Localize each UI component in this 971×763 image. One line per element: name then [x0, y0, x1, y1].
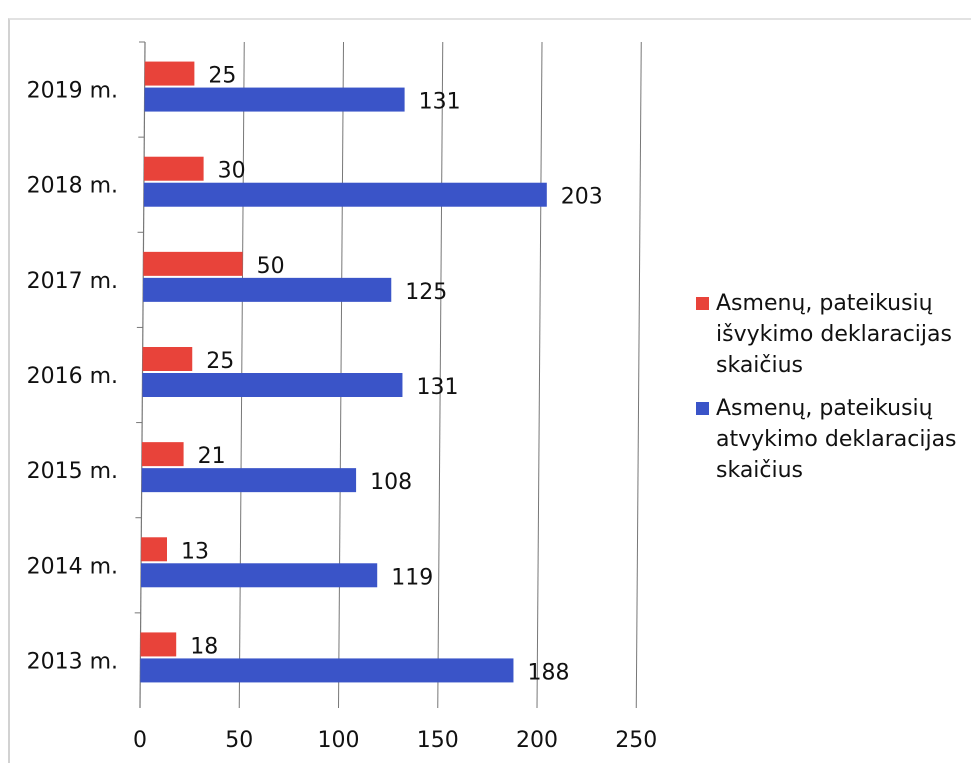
- gridline-x-200: [537, 42, 542, 708]
- category-label: 2017 m.: [27, 269, 118, 294]
- bar-departure: [145, 62, 195, 86]
- bar-arrival: [142, 468, 356, 492]
- x-tick-label-150: 150: [417, 728, 459, 753]
- data-label-arrival: 131: [416, 375, 458, 400]
- data-label-arrival: 131: [419, 90, 461, 115]
- category-label: 2018 m.: [27, 174, 118, 199]
- x-tick-label-250: 250: [615, 728, 657, 753]
- bar-arrival: [140, 658, 513, 682]
- chart-legend: Asmenų, pateikusių išvykimo deklaracijas…: [696, 288, 966, 498]
- bar-departure: [144, 157, 204, 181]
- bar-arrival: [142, 373, 402, 397]
- data-label-departure: 21: [198, 444, 226, 469]
- bar-departure: [140, 632, 176, 656]
- data-label-departure: 25: [208, 64, 236, 89]
- category-label: 2016 m.: [27, 364, 118, 389]
- data-label-departure: 50: [257, 254, 285, 279]
- legend-item-departure: Asmenų, pateikusių išvykimo deklaracijas…: [696, 288, 966, 381]
- gridline-x-250: [636, 42, 641, 708]
- legend-label-arrival: Asmenų, pateikusių atvykimo deklaracijas…: [716, 393, 957, 486]
- category-label: 2013 m.: [27, 649, 118, 674]
- x-tick-label-0: 0: [133, 728, 147, 753]
- category-label: 2015 m.: [27, 459, 118, 484]
- data-label-departure: 18: [190, 634, 218, 659]
- data-label-departure: 25: [206, 349, 234, 374]
- data-label-departure: 30: [218, 159, 246, 184]
- data-label-arrival: 203: [561, 185, 603, 210]
- data-label-arrival: 188: [527, 660, 569, 685]
- legend-item-arrival: Asmenų, pateikusių atvykimo deklaracijas…: [696, 393, 966, 486]
- bar-arrival: [144, 183, 547, 207]
- x-tick-label-50: 50: [225, 728, 253, 753]
- data-label-arrival: 108: [370, 470, 412, 495]
- data-label-arrival: 119: [391, 565, 433, 590]
- x-tick-label-100: 100: [318, 728, 360, 753]
- bar-arrival: [141, 563, 377, 587]
- category-label: 2019 m.: [27, 79, 118, 104]
- legend-swatch-departure: [696, 297, 709, 310]
- x-tick-label-200: 200: [516, 728, 558, 753]
- bar-departure: [141, 537, 167, 561]
- bar-departure: [143, 252, 242, 276]
- legend-swatch-arrival: [696, 402, 709, 415]
- bar-departure: [143, 347, 193, 371]
- bar-departure: [142, 442, 184, 466]
- bar-arrival: [145, 88, 405, 112]
- data-label-arrival: 125: [405, 280, 447, 305]
- data-label-departure: 13: [181, 539, 209, 564]
- bar-arrival: [143, 278, 391, 302]
- legend-label-departure: Asmenų, pateikusių išvykimo deklaracijas…: [716, 288, 952, 381]
- category-label: 2014 m.: [27, 554, 118, 579]
